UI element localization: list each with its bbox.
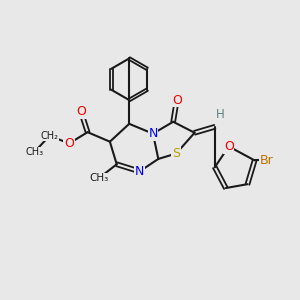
Text: O: O — [224, 140, 234, 153]
Text: Br: Br — [260, 154, 273, 167]
Text: S: S — [172, 147, 180, 160]
Text: O: O — [172, 94, 182, 106]
Text: N: N — [148, 127, 158, 140]
Text: O: O — [64, 137, 74, 150]
Text: N: N — [135, 165, 144, 178]
Text: CH₂: CH₂ — [40, 131, 58, 141]
Text: CH₃: CH₃ — [25, 147, 43, 158]
Text: O: O — [76, 106, 86, 118]
Text: H: H — [215, 108, 224, 121]
Text: CH₃: CH₃ — [89, 173, 109, 183]
